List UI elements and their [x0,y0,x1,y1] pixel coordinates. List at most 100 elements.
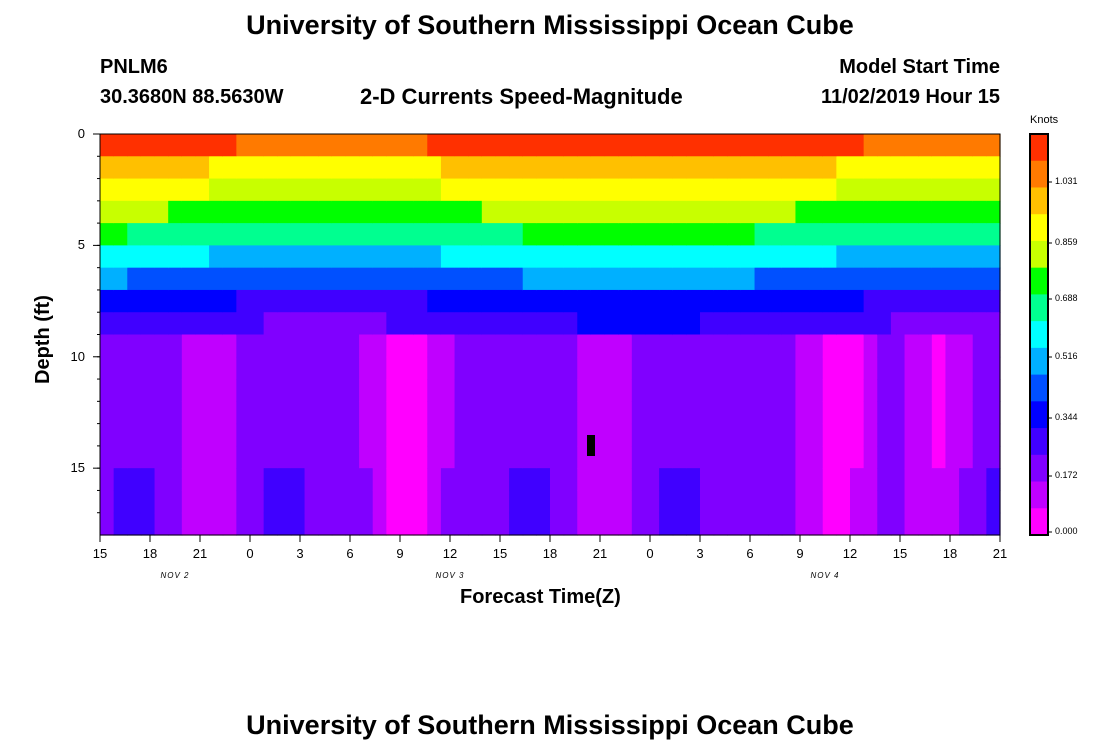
heatmap-cell [454,423,469,447]
heatmap-cell [304,134,319,157]
heatmap-cell [781,356,797,380]
heatmap-cell [236,334,251,358]
heatmap-cell [604,512,619,536]
heatmap-cell [645,468,660,492]
axis-ticks [93,133,1001,542]
heatmap-cell [359,223,374,246]
heatmap-cell [727,289,742,313]
heatmap-cell [836,245,851,269]
heatmap-cell [590,312,606,336]
heatmap-cell [550,423,565,447]
heatmap-cell [659,267,674,291]
heatmap-cell [522,423,537,447]
heatmap-cell [495,134,510,157]
heatmap-cell [740,134,756,157]
heatmap-cell [727,223,742,246]
heatmap-cell [836,423,851,447]
heatmap-cell [372,445,387,469]
heatmap-cell [372,490,387,514]
heatmap-cell [331,468,347,492]
heatmap-cell [440,289,456,313]
heatmap-cell [400,401,415,425]
heatmap-cell [481,401,497,425]
heatmap-cell [768,490,783,514]
heatmap-cell [959,512,974,536]
heatmap-cell [154,134,169,157]
heatmap-cell [618,468,633,492]
heatmap-cell [809,423,824,447]
heatmap-cell [236,223,251,246]
heatmap-cell [250,156,265,180]
heatmap-cell [454,178,469,202]
heatmap-cell [140,156,156,180]
heatmap-cell [222,468,237,492]
heatmap-cell [577,200,592,224]
heatmap-cell [754,178,769,202]
heatmap-cell [604,312,619,336]
heatmap-cell [127,245,142,269]
heatmap-cell [331,356,347,380]
heatmap-cell [331,401,347,425]
heatmap-cell [386,267,401,291]
heatmap-cell [359,401,374,425]
heatmap-cell [495,267,510,291]
heatmap-cell [768,267,783,291]
heatmap-cell [468,423,483,447]
heatmap-cell [700,379,715,402]
heatmap-cell [454,445,469,469]
heatmap-cell [877,356,892,380]
heatmap-cell [890,223,906,246]
heatmap-cell [154,356,169,380]
heatmap-cell [345,423,360,447]
heatmap-cell [836,223,851,246]
heatmap-cell [550,468,565,492]
heatmap-cell [413,334,428,358]
heatmap-cell [236,178,251,202]
heatmap-cell [250,134,265,157]
heatmap-cell [604,423,619,447]
heatmap-cell [522,289,537,313]
heatmap-cell [850,200,865,224]
heatmap-cell [359,356,374,380]
heatmap-cell [727,401,742,425]
heatmap-cell [522,401,537,425]
heatmap-cell [536,401,551,425]
heatmap-cell [495,379,510,402]
heatmap-cell [290,356,306,380]
heatmap-cell [236,245,251,269]
heatmap-cell [754,267,769,291]
heatmap-cell [345,490,360,514]
heatmap-cell [440,178,456,202]
heatmap-cell [986,423,1001,447]
heatmap-cell [904,312,919,336]
heatmap-cell [931,379,947,402]
heatmap-cell [877,445,892,469]
heatmap-cell [972,312,987,336]
heatmap-cell [740,289,756,313]
heatmap-cell [945,245,960,269]
heatmap-cell [277,200,292,224]
heatmap-cell [713,200,728,224]
heatmap-cell [304,401,319,425]
heatmap-cell [454,401,469,425]
heatmap-cell [768,512,783,536]
x-tick-label: 21 [992,546,1008,561]
heatmap-cell [509,245,524,269]
heatmap-cell [686,423,701,447]
heatmap-cell [236,200,251,224]
heatmap-cell [590,223,606,246]
date-label: NOV 2 [160,571,190,580]
heatmap-cell [659,245,674,269]
heatmap-cell [863,423,878,447]
heatmap-cell [263,490,278,514]
heatmap-cell [713,312,728,336]
heatmap-cell [959,178,974,202]
heatmap-cell [413,512,428,536]
heatmap-cell [659,334,674,358]
heatmap-cell [918,401,933,425]
heatmap-cell [863,134,878,157]
heatmap-cell [672,267,687,291]
heatmap-cell [904,356,919,380]
heatmap-cell [659,468,674,492]
heatmap-cell [290,490,306,514]
